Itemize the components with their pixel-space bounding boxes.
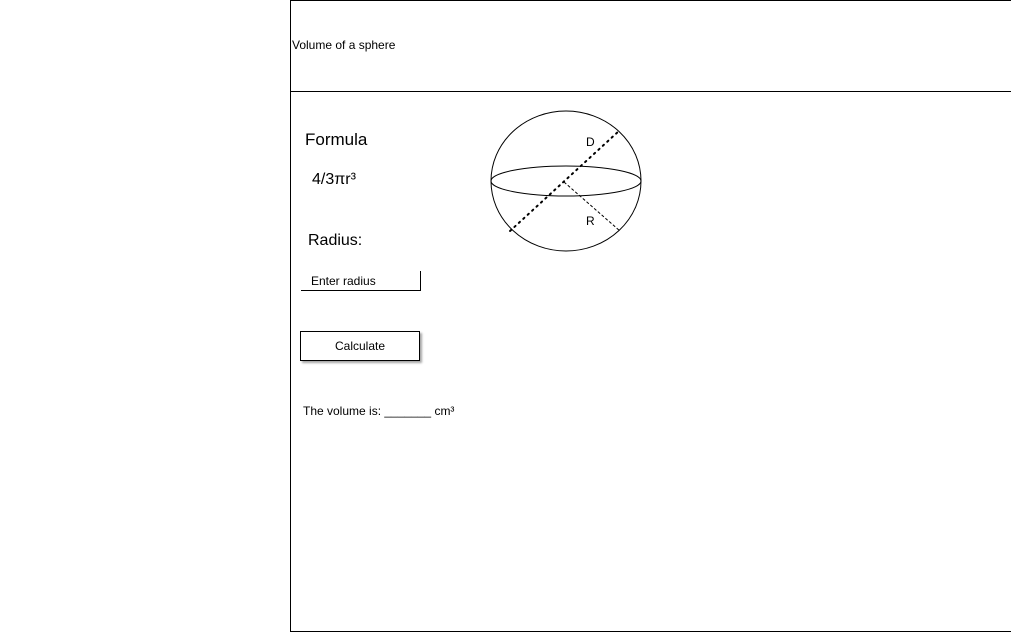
result-text: The volume is: _______ cm³	[303, 403, 454, 419]
formula-expression: 4/3πr³	[312, 171, 356, 188]
page-title: Volume of a sphere	[292, 38, 396, 52]
sphere-diagram: D R	[490, 110, 642, 252]
result-unit: cm³	[434, 404, 455, 418]
diameter-line	[509, 129, 621, 232]
main-panel: Volume of a sphere Formula 4/3πr³ Radius…	[290, 0, 1011, 632]
calculate-button[interactable]: Calculate	[300, 331, 420, 361]
diameter-label: D	[586, 135, 595, 149]
radius-diagram-label: R	[586, 214, 595, 228]
result-prefix: The volume is:	[303, 404, 382, 418]
formula-heading: Formula	[305, 130, 368, 149]
radius-input[interactable]: Enter radius	[301, 271, 421, 291]
header-bar: Volume of a sphere	[291, 1, 1011, 92]
radius-line	[563, 181, 621, 232]
sphere-equator	[490, 165, 642, 197]
result-value-blank: _______	[384, 404, 432, 418]
radius-label: Radius:	[308, 232, 363, 249]
